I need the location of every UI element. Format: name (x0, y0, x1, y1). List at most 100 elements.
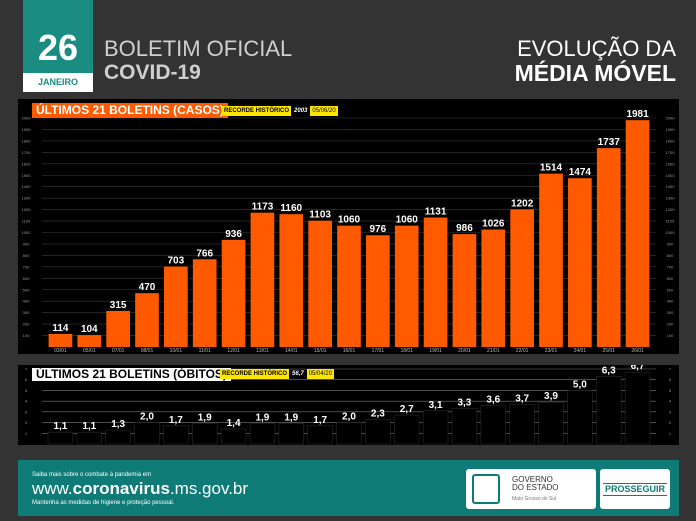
x-tick-label: 07/01 (112, 348, 125, 354)
y-tick-left: 3 (25, 409, 28, 414)
y-tick-right: 400 (667, 299, 674, 304)
bar (451, 408, 478, 445)
data-label: 5,0 (573, 379, 587, 390)
bar (134, 422, 160, 445)
bar (394, 414, 420, 445)
data-label: 1,1 (53, 421, 67, 432)
y-tick-right: 700 (667, 264, 674, 269)
y-tick-left: 1000 (22, 230, 32, 235)
url-bold: coronavirus (72, 479, 170, 498)
x-tick-label: 23/01 (545, 348, 558, 354)
x-tick-label: 11/01 (199, 348, 211, 354)
y-tick-left: 1 (25, 431, 28, 436)
data-label: 1060 (338, 215, 361, 226)
bar (480, 405, 506, 445)
y-tick-left: 1600 (22, 161, 32, 166)
y-tick-left: 400 (23, 299, 30, 304)
url-prefix: www. (32, 479, 73, 498)
cases-panel: 100 100 200 200 300 300 400 400 500 500 600 600 700 7… (18, 99, 679, 354)
y-tick-left: 700 (23, 264, 30, 269)
bar (250, 212, 275, 347)
y-tick-left: 600 (23, 276, 30, 281)
footer: Saiba mais sobre o combate à pandemia em… (18, 460, 679, 516)
data-label: 3,7 (515, 393, 529, 404)
x-tick-label: 05/01 (83, 348, 96, 354)
date-badge: 26 JANEIRO (23, 0, 93, 92)
data-label: 1202 (511, 198, 534, 209)
bar (509, 404, 535, 445)
data-label: 470 (139, 282, 156, 293)
data-label: 104 (81, 324, 98, 335)
data-label: 3,1 (429, 400, 443, 411)
footer-info-text: Saiba mais sobre o combate à pandemia em (32, 472, 152, 478)
data-label: 1,1 (82, 421, 96, 432)
deaths-title: ÚLTIMOS 21 BOLETINS (ÓBITOS) (32, 368, 231, 381)
y-tick-right: 500 (667, 287, 674, 292)
deaths-record-label: RECORDE HISTÓRICO (220, 369, 290, 379)
bar (625, 120, 650, 347)
bar (192, 259, 217, 347)
data-label: 315 (110, 300, 127, 311)
y-tick-right: 4 (669, 399, 672, 404)
bar (422, 410, 449, 445)
data-label: 114 (52, 323, 69, 334)
bar (337, 225, 361, 347)
y-tick-left: 1100 (22, 219, 31, 224)
y-tick-left: 500 (23, 287, 30, 292)
bar (596, 148, 621, 347)
bar (106, 310, 130, 347)
data-label: 3,6 (486, 394, 500, 405)
data-label: 2,0 (342, 412, 356, 423)
deaths-chart: 112233445566771,103/011,105/011,307/012,… (25, 365, 672, 445)
y-tick-left: 4 (25, 399, 28, 404)
bar (279, 214, 304, 347)
data-label: 1131 (425, 207, 447, 218)
data-label: 1060 (396, 215, 419, 226)
data-label: 1,3 (111, 419, 125, 430)
y-tick-left: 6 (25, 377, 28, 382)
y-tick-left: 1200 (22, 207, 32, 212)
y-tick-left: 1300 (22, 196, 32, 201)
x-tick-label: 20/01 (458, 348, 471, 354)
bar (336, 422, 362, 445)
y-tick-right: 1800 (666, 138, 676, 143)
deaths-record-date: 05/04/20 (306, 369, 335, 379)
bar (538, 401, 564, 445)
bar (77, 335, 102, 347)
x-tick-label: 08/01 (141, 348, 154, 354)
y-tick-right: 2000 (666, 116, 676, 121)
bar (568, 178, 592, 347)
data-label: 1737 (598, 137, 621, 148)
data-label: 1,7 (313, 415, 327, 426)
data-label: 1173 (252, 202, 274, 213)
bar (365, 419, 391, 445)
bar (135, 293, 159, 347)
x-tick-label: 16/01 (343, 348, 356, 354)
footer-website-link[interactable]: www.coronavirus.ms.gov.br (32, 480, 248, 498)
y-tick-right: 1 (669, 431, 672, 436)
bar (567, 390, 593, 445)
x-tick-label: 15/01 (314, 348, 327, 354)
y-tick-right: 1200 (666, 207, 676, 212)
data-label: 1,7 (169, 415, 183, 426)
x-tick-label: 19/01 (429, 348, 442, 354)
y-tick-right: 300 (667, 310, 674, 315)
data-label: 936 (225, 229, 242, 240)
y-tick-left: 1700 (22, 150, 32, 155)
y-tick-left: 2 (25, 420, 28, 425)
y-tick-right: 6 (669, 377, 672, 382)
data-label: 1026 (482, 219, 505, 230)
y-tick-right: 1500 (666, 173, 676, 178)
date-day: 26 (37, 27, 79, 68)
y-tick-left: 5 (25, 388, 28, 393)
data-label: 2,7 (400, 404, 414, 415)
deaths-record-value: 56,7 (292, 371, 304, 377)
y-tick-right: 1100 (666, 219, 675, 224)
prosseguir-logo: PROSSEGUIR (600, 469, 670, 509)
data-label: 976 (370, 224, 387, 235)
footer-hygiene-text: Mantenha as medidas de higiene e proteçã… (32, 500, 175, 506)
y-tick-right: 1900 (666, 127, 676, 132)
data-label: 1,9 (284, 413, 298, 424)
gov-line3: Mato Grosso do Sul (512, 496, 557, 502)
data-label: 6,7 (631, 365, 645, 372)
